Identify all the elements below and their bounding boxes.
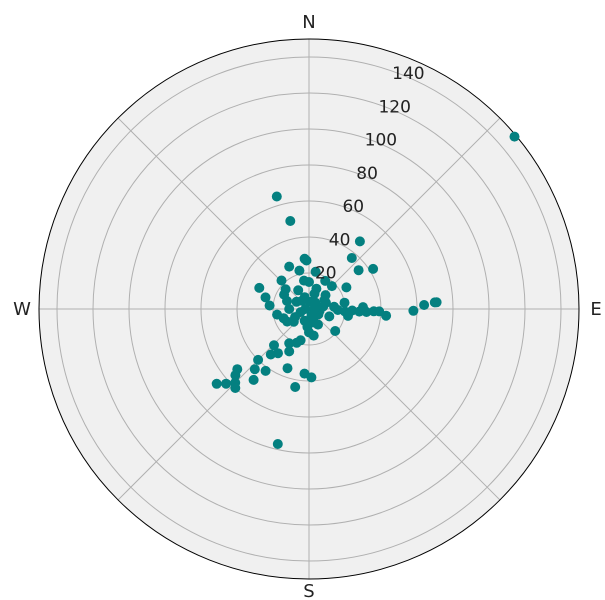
data-point — [509, 131, 520, 142]
radial-tick-label-140: 140 — [392, 64, 424, 84]
data-point — [249, 364, 260, 375]
radial-tick-labels: 20 40 60 80 100 120 140 — [315, 64, 425, 284]
radial-tick-label-40: 40 — [329, 231, 351, 251]
data-point — [288, 316, 299, 327]
data-point — [299, 368, 310, 379]
data-point — [313, 319, 323, 330]
data-point — [324, 311, 335, 322]
data-point — [299, 275, 309, 286]
data-point — [290, 382, 301, 392]
data-point — [309, 288, 320, 299]
direction-label-n: N — [302, 12, 315, 33]
angular-gridline-45 — [308, 117, 501, 310]
data-point — [272, 309, 283, 320]
data-point — [211, 378, 222, 389]
data-point — [330, 326, 341, 336]
data-point — [293, 285, 304, 296]
data-point — [272, 439, 283, 449]
data-point — [260, 292, 271, 303]
data-point — [265, 349, 276, 360]
data-point — [346, 253, 357, 263]
data-point — [368, 263, 379, 274]
radial-tick-label-20: 20 — [315, 264, 337, 284]
angular-gridline-135 — [308, 308, 501, 501]
data-point — [408, 305, 419, 316]
data-point — [264, 300, 275, 311]
radial-tick-label-100: 100 — [365, 131, 397, 151]
direction-label-e: E — [590, 299, 601, 320]
data-point — [254, 282, 265, 293]
radial-tick-label-80: 80 — [356, 164, 378, 184]
data-point — [381, 310, 392, 321]
data-point — [221, 378, 232, 389]
data-point — [339, 297, 350, 308]
data-point — [343, 310, 353, 321]
plot-frame — [38, 38, 580, 580]
data-point — [306, 310, 317, 321]
data-point — [271, 191, 282, 202]
data-point — [253, 354, 264, 365]
data-point — [291, 337, 302, 348]
direction-label-s: S — [303, 581, 314, 600]
data-point — [341, 282, 352, 293]
data-point — [248, 374, 259, 385]
data-point — [320, 297, 331, 308]
data-point — [285, 216, 296, 226]
data-point — [284, 338, 295, 349]
data-point — [260, 365, 271, 376]
data-point — [301, 255, 312, 266]
angular-gridline-225 — [117, 308, 310, 501]
data-point — [276, 275, 287, 286]
data-point — [294, 265, 305, 276]
data-point — [326, 281, 337, 292]
data-point — [284, 304, 295, 314]
data-point — [310, 266, 321, 277]
data-point — [230, 370, 241, 381]
data-point — [282, 363, 293, 374]
data-point — [308, 330, 319, 341]
data-point — [295, 307, 306, 318]
direction-label-w: W — [13, 299, 31, 320]
data-point — [431, 297, 442, 308]
scatter-points — [211, 131, 520, 449]
data-point — [353, 265, 364, 276]
data-point — [269, 340, 279, 351]
data-point — [320, 290, 331, 301]
data-point — [282, 296, 292, 306]
data-point — [354, 236, 365, 247]
data-point — [284, 261, 295, 272]
radial-tick-label-120: 120 — [378, 97, 410, 117]
data-point — [284, 346, 295, 357]
angular-gridline-315 — [117, 117, 310, 310]
data-point — [361, 307, 372, 317]
radial-tick-label-60: 60 — [342, 197, 364, 217]
data-point — [230, 383, 241, 393]
data-point — [299, 292, 310, 303]
data-point — [419, 300, 430, 310]
